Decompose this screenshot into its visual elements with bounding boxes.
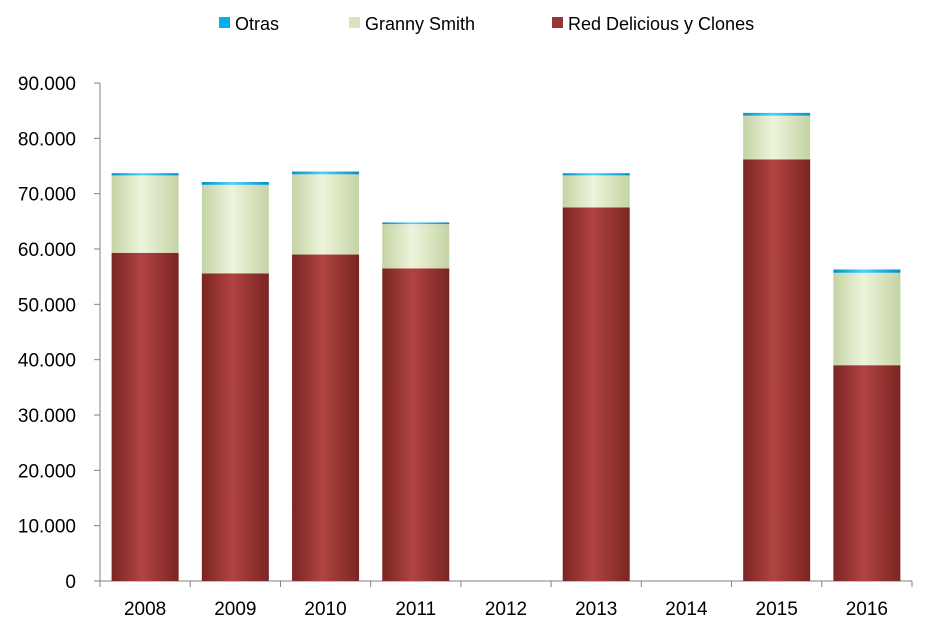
legend-swatch-granny-smith [349,17,360,28]
bar-granny-smith-2013 [562,175,630,208]
bar-otras-2008 [111,173,179,176]
y-tick-label: 50.000 [18,295,76,316]
bar-red-delicious-y-clones-2013 [562,207,630,581]
y-tick-label: 10.000 [18,517,76,538]
x-tick-label: 2014 [665,599,708,620]
bar-otras-2015 [743,112,811,116]
x-tick-label: 2012 [485,599,527,620]
bars [111,112,901,582]
bar-red-delicious-y-clones-2015 [743,159,811,582]
y-tick-label: 20.000 [18,461,76,482]
bar-otras-2013 [562,173,630,176]
bar-red-delicious-y-clones-2008 [111,252,179,581]
bar-granny-smith-2010 [292,174,360,255]
y-tick-label: 60.000 [18,240,76,261]
bar-red-delicious-y-clones-2010 [292,254,360,582]
legend-label-granny-smith: Granny Smith [365,14,475,34]
legend-swatch-red-delicious-y-clones [552,17,563,28]
x-tick-label: 2015 [756,599,798,620]
x-tick-label: 2016 [846,599,888,620]
x-tick-label: 2010 [304,599,346,620]
y-tick-label: 80.000 [18,129,76,150]
x-tick-label: 2009 [214,599,256,620]
bar-red-delicious-y-clones-2016 [833,365,901,581]
y-tick-label: 70.000 [18,185,76,206]
bar-granny-smith-2015 [743,115,811,160]
bar-red-delicious-y-clones-2009 [201,273,269,581]
y-tick-label: 30.000 [18,406,76,427]
y-tick-label: 40.000 [18,351,76,372]
bar-otras-2009 [201,182,269,185]
x-tick-label: 2011 [395,599,436,620]
legend: Otras Granny Smith Red Delicious y Clones [219,14,754,34]
bar-otras-2011 [382,222,450,225]
axes: 0 10.000 20.000 30.000 40.000 50.000 60.000 70.… [18,74,913,620]
x-tick-label: 2008 [124,599,166,620]
bar-otras-2016 [833,269,901,273]
bar-granny-smith-2016 [833,272,901,366]
bar-red-delicious-y-clones-2011 [382,268,450,581]
x-tick-label: 2013 [575,599,617,620]
bar-granny-smith-2009 [201,184,269,274]
legend-label-red-delicious-y-clones: Red Delicious y Clones [568,14,754,34]
legend-label-otras: Otras [235,14,279,34]
bar-granny-smith-2011 [382,224,450,269]
legend-swatch-otras [219,17,230,28]
y-tick-label: 0 [65,572,76,593]
y-tick-label: 90.000 [18,74,76,95]
bar-granny-smith-2008 [111,175,179,253]
bar-otras-2010 [292,171,360,175]
